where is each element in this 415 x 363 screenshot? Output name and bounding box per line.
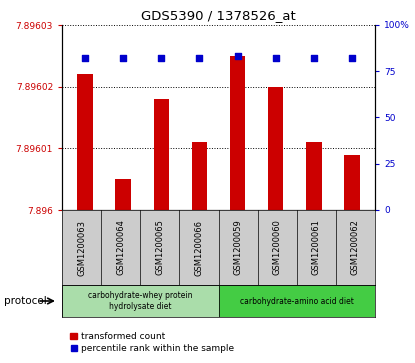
Text: GSM1200066: GSM1200066 <box>195 220 203 276</box>
Bar <box>115 179 131 210</box>
Point <box>158 56 165 61</box>
Text: GSM1200061: GSM1200061 <box>312 220 321 276</box>
Text: carbohydrate-amino acid diet: carbohydrate-amino acid diet <box>240 297 354 306</box>
Text: protocol: protocol <box>4 296 47 306</box>
Bar <box>344 155 360 210</box>
Bar <box>77 74 93 210</box>
Text: GSM1200064: GSM1200064 <box>116 220 125 276</box>
Bar <box>219 285 375 317</box>
Bar <box>306 142 322 210</box>
Point <box>234 54 241 60</box>
Bar <box>268 87 283 210</box>
Title: GDS5390 / 1378526_at: GDS5390 / 1378526_at <box>141 9 296 23</box>
Text: GSM1200060: GSM1200060 <box>273 220 282 276</box>
Text: GSM1200063: GSM1200063 <box>77 220 86 276</box>
Text: GSM1200062: GSM1200062 <box>351 220 360 276</box>
Text: GSM1200065: GSM1200065 <box>155 220 164 276</box>
Bar <box>230 56 245 210</box>
Bar <box>154 99 169 210</box>
Point <box>272 56 279 61</box>
Point <box>196 56 203 61</box>
Point <box>120 56 127 61</box>
Bar <box>192 142 207 210</box>
Point <box>349 56 355 61</box>
Legend: transformed count, percentile rank within the sample: transformed count, percentile rank withi… <box>66 329 238 357</box>
Point <box>82 56 88 61</box>
Text: carbohydrate-whey protein
hydrolysate diet: carbohydrate-whey protein hydrolysate di… <box>88 291 193 311</box>
Point <box>310 56 317 61</box>
Text: GSM1200059: GSM1200059 <box>234 220 242 276</box>
Bar <box>62 285 219 317</box>
